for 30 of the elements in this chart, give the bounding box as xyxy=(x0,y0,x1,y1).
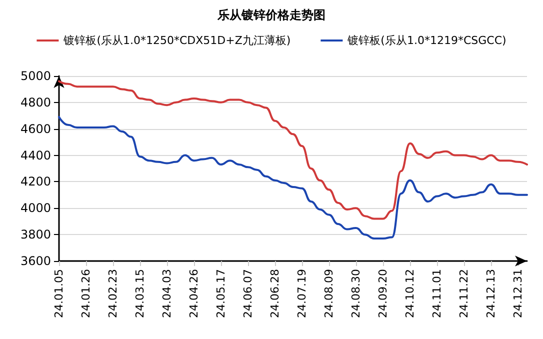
x-tick-label: 24.06.07 xyxy=(242,269,254,318)
x-tick-label: 24.11.22 xyxy=(458,269,470,318)
legend-label: 镀锌板(乐从1.0*1219*CSGCC) xyxy=(346,34,506,47)
y-tick-label: 5000 xyxy=(20,69,51,83)
x-tick-label: 24.08.09 xyxy=(322,269,336,318)
x-tick-label: 24.05.17 xyxy=(214,269,228,318)
x-tick-label: 24.04.26 xyxy=(188,269,200,318)
y-tick-label: 4000 xyxy=(20,201,51,216)
x-tick-label: 24.12.31 xyxy=(512,269,524,318)
y-tick-label: 4200 xyxy=(20,174,51,189)
y-tick-label: 3600 xyxy=(20,254,51,268)
x-tick-label: 24.12.13 xyxy=(484,269,498,318)
x-tick-label: 24.11.01 xyxy=(430,269,444,318)
x-tick-label: 24.08.30 xyxy=(350,269,362,318)
chart-title: 乐从镀锌价格走势图 xyxy=(216,8,326,22)
line-series xyxy=(58,116,528,240)
x-tick-label: 24.09.20 xyxy=(376,269,390,318)
x-tick-label: 24.04.03 xyxy=(160,269,174,318)
x-tick-label: 24.01.26 xyxy=(80,269,92,318)
legend-label: 镀锌板(乐从1.0*1250*CDX51D+Z九江薄板) xyxy=(62,34,291,47)
x-tick-label: 24.03.15 xyxy=(134,269,146,318)
y-tick-label: 3800 xyxy=(20,228,51,242)
x-tick-label: 24.02.23 xyxy=(106,269,120,318)
y-tick-label: 4600 xyxy=(20,122,51,136)
x-tick-label: 24.06.28 xyxy=(268,269,282,318)
x-tick-label: 24.10.12 xyxy=(404,269,416,318)
y-tick-label: 4400 xyxy=(20,148,51,162)
x-tick-label: 24.01.05 xyxy=(52,269,66,318)
y-tick-label: 4800 xyxy=(20,95,51,110)
x-tick-label: 24.07.19 xyxy=(296,269,308,318)
